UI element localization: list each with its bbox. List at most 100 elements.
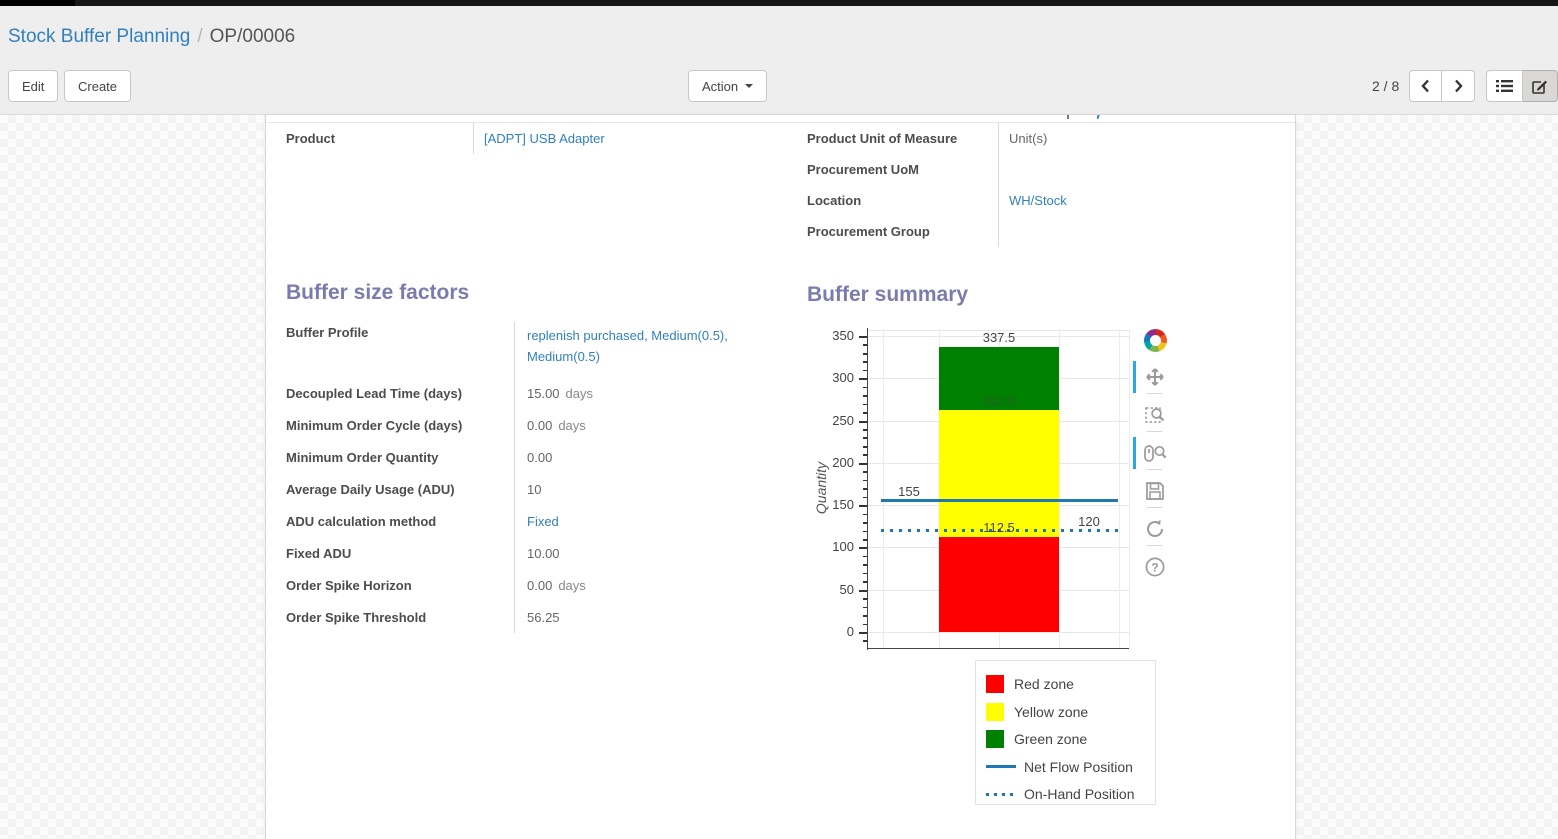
legend-label: Yellow zone xyxy=(1014,703,1089,720)
y-minor-tick xyxy=(863,513,867,516)
legend-label: Red zone xyxy=(1014,676,1074,692)
field-row: Procurement UoM xyxy=(807,154,1285,185)
y-tick-label: 350 xyxy=(832,328,854,343)
field-label: Product xyxy=(286,131,336,146)
gridline-vertical xyxy=(882,330,884,648)
field-label: Procurement Group xyxy=(807,224,930,239)
field-value: 0.00 days xyxy=(514,569,786,601)
bokeh-logo-ring xyxy=(1143,328,1167,352)
field-label: Average Daily Usage (ADU) xyxy=(286,481,455,497)
y-minor-tick xyxy=(863,606,867,609)
edit-button[interactable]: Edit xyxy=(8,70,59,102)
field-label: Decoupled Lead Time (days) xyxy=(286,385,463,401)
form-sheet: Product [ADPT] USB Adapter Product Unit o… xyxy=(265,115,1296,839)
breadcrumb-separator: / xyxy=(197,26,203,47)
y-major-tick xyxy=(859,420,867,423)
field-value-link[interactable]: WH/Stock xyxy=(1009,193,1067,208)
field-value-text: 10.00 xyxy=(527,545,560,561)
y-minor-tick xyxy=(863,361,867,363)
field-label: ADU calculation method xyxy=(286,513,437,529)
section-title-buffer-summary: Buffer summary xyxy=(807,283,969,306)
y-tick-label: 100 xyxy=(832,539,854,555)
y-minor-tick xyxy=(863,479,867,482)
clipped-text-remnant xyxy=(1097,115,1103,120)
y-minor-tick xyxy=(863,395,867,397)
y-minor-tick xyxy=(863,437,867,440)
top-window-strip xyxy=(0,0,1558,6)
wheel-zoom-tool-icon[interactable] xyxy=(1133,434,1177,472)
field-value: Unit(s) xyxy=(998,123,1285,154)
gridline-horizontal xyxy=(868,336,1129,337)
y-minor-tick xyxy=(863,538,867,541)
pager-previous-button[interactable] xyxy=(1409,70,1442,102)
y-minor-tick xyxy=(863,471,867,473)
buffer-size-factors-table: Buffer Profile replenish purchased, Mediu… xyxy=(286,322,786,633)
pager-value[interactable]: 2 / 8 xyxy=(1372,78,1400,94)
y-major-tick xyxy=(859,378,867,381)
field-value: 56.25 xyxy=(514,601,786,633)
chart-toolbar: ? xyxy=(1133,325,1177,625)
field-unit: days xyxy=(558,577,586,593)
y-minor-tick xyxy=(863,369,867,372)
field-row: Location WH/Stock xyxy=(807,185,1285,216)
red-zone-bar xyxy=(939,536,1059,632)
field-row: Order Spike Horizon 0.00 days xyxy=(286,569,786,601)
y-major-tick xyxy=(859,632,867,634)
y-tick-label: 250 xyxy=(832,412,854,428)
tool-separator xyxy=(1147,393,1162,394)
y-minor-tick xyxy=(863,598,867,600)
value-label: 112.5 xyxy=(983,519,1015,535)
action-dropdown-button[interactable]: Action xyxy=(688,70,768,102)
field-unit: days xyxy=(565,385,594,401)
y-minor-tick xyxy=(863,488,867,490)
field-value-link[interactable]: replenish purchased, Medium(0.5), Medium… xyxy=(527,328,728,364)
y-major-tick xyxy=(859,547,867,550)
tool-separator xyxy=(1147,507,1162,508)
y-major-tick xyxy=(859,505,867,508)
field-value xyxy=(998,216,1285,247)
list-view-button[interactable] xyxy=(1486,70,1523,102)
legend-item: On-Hand Position xyxy=(986,784,1135,804)
y-tick-label: 200 xyxy=(832,454,854,470)
field-value-link[interactable]: [ADPT] USB Adapter xyxy=(484,131,605,146)
breadcrumb-parent-link[interactable]: Stock Buffer Planning xyxy=(8,26,191,47)
field-value: [ADPT] USB Adapter xyxy=(473,123,786,154)
y-major-tick xyxy=(859,336,867,338)
field-row: Buffer Profile replenish purchased, Mediu… xyxy=(286,322,786,377)
form-view-button[interactable] xyxy=(1523,70,1558,102)
bokeh-logo-icon[interactable] xyxy=(1133,325,1177,355)
gridline-horizontal xyxy=(868,632,1129,633)
y-minor-tick xyxy=(863,615,867,617)
y-minor-tick xyxy=(863,555,867,558)
breadcrumb: Stock Buffer Planning / OP/00006 xyxy=(8,26,295,48)
legend-item: Yellow zone xyxy=(986,702,1088,722)
y-minor-tick xyxy=(863,496,867,499)
field-label: Minimum Order Cycle (days) xyxy=(286,417,463,433)
y-minor-tick xyxy=(863,403,867,406)
on-hand-position-line xyxy=(881,529,1118,532)
field-value-link[interactable]: Fixed xyxy=(527,513,559,529)
field-label: Procurement UoM xyxy=(807,162,919,177)
y-tick-label: 150 xyxy=(832,497,854,513)
clipped-text-remnant xyxy=(1067,115,1073,120)
value-label: 155 xyxy=(898,483,920,499)
help-tool-icon[interactable]: ? xyxy=(1133,548,1177,586)
pan-tool-icon[interactable] xyxy=(1133,358,1177,396)
prev-chevron-icon xyxy=(1421,79,1429,93)
y-axis-title: Quantity xyxy=(813,461,829,515)
svg-text:?: ? xyxy=(1151,561,1158,575)
field-value: 10 xyxy=(514,473,786,505)
save-tool-icon[interactable] xyxy=(1133,472,1177,510)
reset-tool-icon[interactable] xyxy=(1133,510,1177,548)
y-minor-tick xyxy=(863,572,867,575)
chart-legend: Red zone Yellow zone Green zone Net Flow Po… xyxy=(975,660,1156,805)
create-button[interactable]: Create xyxy=(64,70,132,102)
net-flow-position-line xyxy=(881,499,1118,503)
legend-label: On-Hand Position xyxy=(1024,786,1135,802)
field-group-left: Product [ADPT] USB Adapter xyxy=(286,123,786,154)
field-value: WH/Stock xyxy=(998,185,1285,216)
net-flow-position-swatch xyxy=(986,765,1016,768)
pager-next-button[interactable] xyxy=(1442,70,1475,102)
box-zoom-tool-icon[interactable] xyxy=(1133,396,1177,434)
field-label: Buffer Profile xyxy=(286,325,369,340)
